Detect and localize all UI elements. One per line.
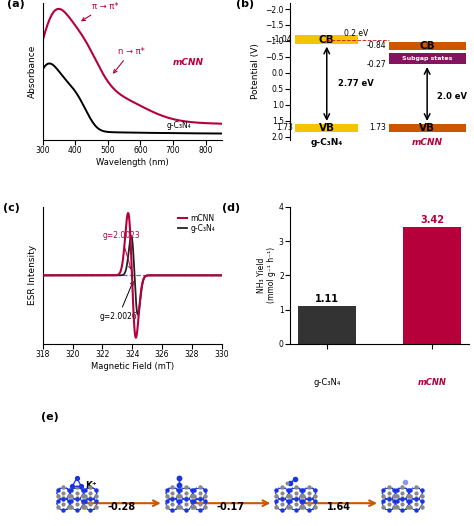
Text: K⁺: K⁺ bbox=[85, 481, 96, 490]
Text: n → π*: n → π* bbox=[114, 47, 145, 73]
Text: Subgap states: Subgap states bbox=[402, 56, 452, 61]
Text: mCNN: mCNN bbox=[411, 138, 443, 147]
Text: g-C₃N₄: g-C₃N₄ bbox=[166, 121, 191, 130]
Text: 0.2 eV: 0.2 eV bbox=[344, 29, 368, 38]
Text: 1.73: 1.73 bbox=[369, 124, 386, 133]
Text: π → π*: π → π* bbox=[82, 2, 118, 21]
Text: -0.27: -0.27 bbox=[366, 59, 386, 69]
Y-axis label: Absorbance: Absorbance bbox=[28, 45, 37, 98]
Legend: mCNN, g-C₃N₄: mCNN, g-C₃N₄ bbox=[175, 210, 218, 236]
Text: g=2.0023: g=2.0023 bbox=[102, 231, 140, 269]
Bar bbox=[295, 35, 358, 44]
Y-axis label: Potential (V): Potential (V) bbox=[251, 43, 260, 99]
Bar bbox=[389, 124, 465, 132]
Text: 1.73: 1.73 bbox=[276, 124, 293, 133]
Text: (a): (a) bbox=[7, 0, 25, 8]
Text: 2.0 eV: 2.0 eV bbox=[437, 92, 467, 100]
Text: (c): (c) bbox=[3, 203, 20, 213]
Text: g-C₃N₄: g-C₃N₄ bbox=[310, 138, 343, 147]
Bar bbox=[389, 53, 465, 64]
Bar bbox=[389, 42, 465, 50]
Text: -0.28: -0.28 bbox=[108, 502, 136, 512]
Text: (b): (b) bbox=[236, 0, 255, 8]
Text: CB: CB bbox=[319, 35, 335, 45]
Text: VB: VB bbox=[419, 123, 435, 133]
Bar bbox=[403, 227, 461, 344]
Text: -1.04: -1.04 bbox=[273, 35, 293, 44]
Text: mCNN: mCNN bbox=[418, 378, 447, 387]
Y-axis label: NH₃ Yield
(mmol g⁻¹ h⁻¹): NH₃ Yield (mmol g⁻¹ h⁻¹) bbox=[257, 247, 276, 304]
Bar bbox=[295, 124, 358, 132]
Text: 1.11: 1.11 bbox=[315, 294, 339, 304]
Bar bbox=[298, 306, 356, 344]
Text: 3.42: 3.42 bbox=[420, 215, 444, 225]
X-axis label: Magnetic Field (mT): Magnetic Field (mT) bbox=[91, 362, 174, 371]
Text: VB: VB bbox=[319, 123, 335, 133]
X-axis label: Wavelength (nm): Wavelength (nm) bbox=[96, 158, 169, 167]
Y-axis label: ESR Intensity: ESR Intensity bbox=[28, 245, 37, 306]
Text: g=2.0026: g=2.0026 bbox=[100, 281, 137, 321]
Text: -0.84: -0.84 bbox=[366, 42, 386, 50]
Text: CB: CB bbox=[419, 41, 435, 51]
Text: 2.77 eV: 2.77 eV bbox=[338, 79, 374, 88]
Text: 1.64: 1.64 bbox=[327, 502, 351, 512]
Text: (d): (d) bbox=[222, 203, 240, 213]
Text: mCNN: mCNN bbox=[173, 58, 204, 67]
Text: g-C₃N₄: g-C₃N₄ bbox=[313, 378, 341, 387]
Text: (e): (e) bbox=[40, 412, 58, 422]
Text: -0.17: -0.17 bbox=[217, 502, 245, 512]
